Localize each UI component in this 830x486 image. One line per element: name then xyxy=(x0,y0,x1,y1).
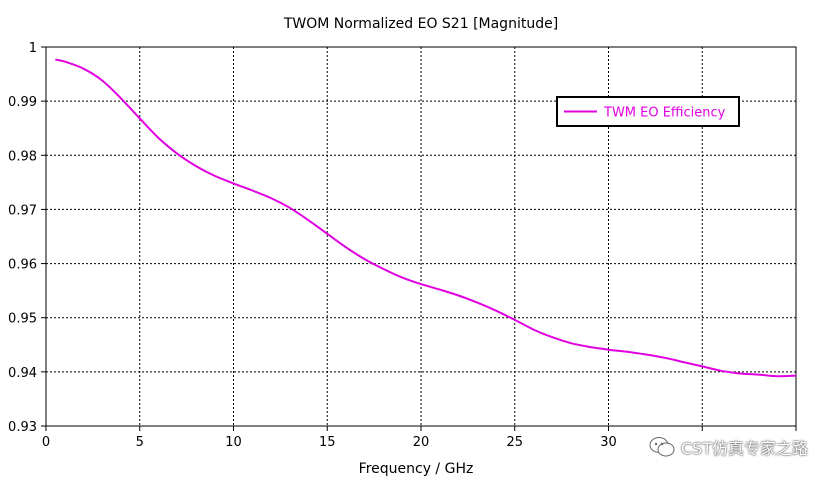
legend-label: TWM EO Efficiency xyxy=(603,106,726,121)
y-tick-label: 0.98 xyxy=(8,149,37,164)
x-tick-label: 5 xyxy=(136,435,144,450)
watermark-text: CST仿真专家之路 xyxy=(680,439,808,458)
y-tick-label: 0.93 xyxy=(8,420,37,435)
x-tick-label: 0 xyxy=(42,435,50,450)
series-line xyxy=(55,58,797,378)
watermark: CST仿真专家之路 xyxy=(649,432,808,462)
y-tick-label: 0.99 xyxy=(8,95,37,110)
y-tick-label: 1 xyxy=(29,41,37,56)
y-tick-label: 0.95 xyxy=(8,312,37,327)
x-tick-label: 30 xyxy=(600,435,617,450)
x-tick-label: 10 xyxy=(225,435,242,450)
x-axis-label: Frequency / GHz xyxy=(359,461,474,477)
y-tick-label: 0.97 xyxy=(8,203,37,218)
x-tick-label: 15 xyxy=(319,435,336,450)
wechat-icon xyxy=(649,436,675,458)
chart-title: TWOM Normalized EO S21 [Magnitude] xyxy=(283,16,558,32)
y-tick-label: 0.94 xyxy=(8,366,37,381)
x-tick-label: 20 xyxy=(413,435,430,450)
x-tick-label: 25 xyxy=(506,435,523,450)
y-tick-label: 0.96 xyxy=(8,258,37,273)
